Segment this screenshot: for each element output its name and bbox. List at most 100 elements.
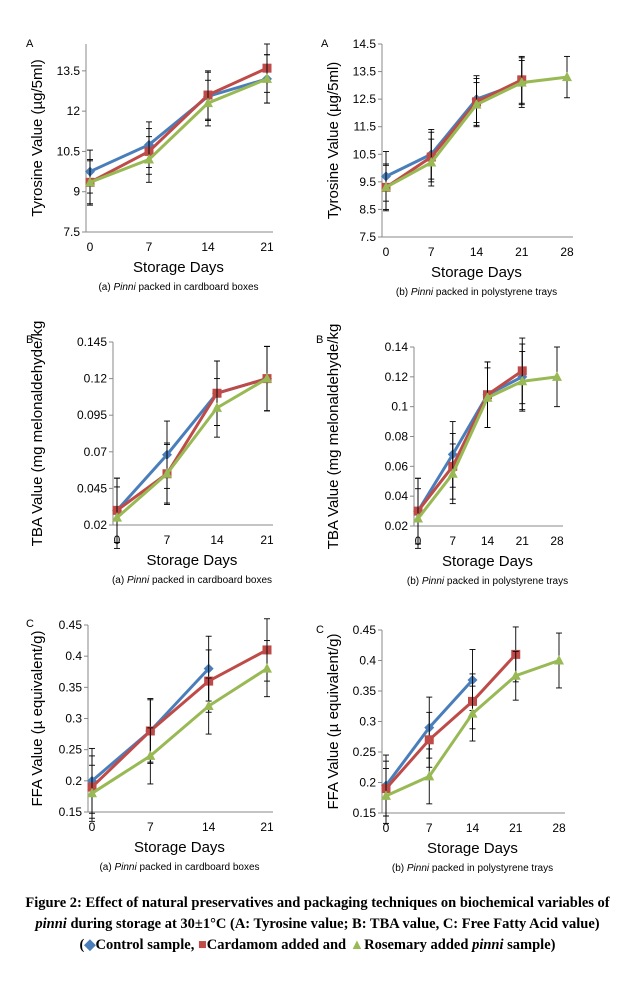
- rosemary-point: [554, 655, 564, 665]
- y-axis-label: FFA Value (µ equivalent/g): [29, 631, 46, 807]
- x-tick-label: 21: [509, 821, 523, 835]
- rosemary-point: [144, 153, 154, 164]
- rosemary-point: [112, 512, 122, 522]
- y-axis-label: Tyrosine Value (µg/5ml): [29, 59, 46, 217]
- y-tick-label: 14.5: [353, 37, 377, 51]
- x-tick-label: 0: [383, 245, 390, 259]
- y-tick-label: 0.2: [359, 776, 376, 790]
- subtitle-prefix: (b): [407, 576, 422, 587]
- caption-text-3: sample): [503, 937, 556, 953]
- y-tick-label: 0.14: [385, 340, 409, 354]
- y-tick-label: 11.5: [354, 120, 377, 134]
- y-tick-label: 0.3: [65, 712, 82, 726]
- rosemary-point: [212, 402, 222, 412]
- x-tick-label: 7: [428, 245, 435, 259]
- rosemary-point: [471, 99, 482, 109]
- control-line: [89, 77, 268, 173]
- y-tick-label: 9: [73, 185, 80, 199]
- rosemary-point: [552, 371, 562, 381]
- y-tick-label: 10.5: [353, 147, 377, 161]
- rosemary-point: [262, 373, 272, 383]
- subtitle-em: Pinni: [411, 287, 434, 298]
- panel-letter: A: [321, 38, 329, 50]
- panel-subtitle: (a) Pinni packed in cardboard boxes: [98, 282, 258, 293]
- x-tick-label: 21: [516, 534, 530, 548]
- subtitle-prefix: (b): [392, 863, 407, 874]
- x-tick-label: 7: [449, 534, 456, 548]
- y-tick-label: 0.12: [385, 370, 409, 384]
- panel-letter: C: [26, 618, 34, 630]
- subtitle-prefix: (a): [98, 282, 113, 293]
- y-axis-label: TBA Value (mg melonaldehyde/kg: [325, 324, 342, 550]
- x-tick-label: 14: [466, 821, 480, 835]
- cardamom-line: [89, 66, 268, 184]
- x-tick-label: 7: [426, 821, 433, 835]
- panel-letter: B: [26, 334, 33, 346]
- rosemary-point: [87, 787, 97, 798]
- triangle-icon: ▲: [349, 937, 365, 953]
- panel-subtitle: (b) Pinni packed in polystyrene trays: [392, 863, 553, 874]
- cardamom-line: [90, 648, 268, 789]
- x-tick-label: 21: [515, 245, 529, 259]
- rosemary-point: [562, 71, 572, 82]
- y-tick-label: 13.5: [57, 64, 81, 78]
- rosemary-point: [145, 750, 156, 760]
- rosemary-point: [381, 790, 391, 800]
- y-tick-label: 0.045: [77, 481, 107, 495]
- subtitle-suffix: packed in cardboard boxes: [149, 575, 272, 586]
- x-tick-label: 7: [164, 533, 171, 547]
- subtitle-prefix: (a): [112, 575, 127, 586]
- x-tick-label: 21: [260, 820, 274, 834]
- y-tick-label: 0.06: [385, 459, 409, 473]
- panel-letter: B: [316, 334, 323, 346]
- panel-letter: C: [316, 624, 324, 636]
- y-tick-label: 0.45: [353, 623, 377, 637]
- y-tick-label: 0.2: [65, 774, 82, 788]
- cardamom-line: [116, 377, 268, 512]
- x-tick-label: 7: [146, 240, 153, 254]
- subtitle-em: Pinni: [422, 576, 445, 587]
- x-tick-label: 28: [560, 245, 574, 259]
- rosemary-point: [426, 157, 437, 167]
- y-axis-label: TBA Value (mg melonaldehyde/kg: [29, 321, 46, 547]
- y-tick-label: 7.5: [63, 225, 80, 239]
- y-axis-label: Tyrosine Value (µg/5ml): [325, 62, 342, 220]
- rosemary-point: [413, 513, 423, 523]
- cardamom-line: [384, 653, 517, 790]
- x-axis-label: Storage Days: [431, 264, 522, 281]
- caption-text-2: during storage at 30±1°C (A: Tyrosine va…: [66, 916, 600, 953]
- rosemary-point: [203, 700, 214, 711]
- figure-panels: 7.5 9 10.5 12 13.5 0 7 14 21 A Storage Days Tyrosin…: [26, 37, 574, 874]
- caption-legend-rosemary: Rosemary added: [364, 937, 473, 953]
- y-tick-label: 0.35: [59, 680, 83, 694]
- figure-caption: Figure 2: Effect of natural preservative…: [10, 893, 625, 956]
- chart-panel: 0.020.040.060.080.10.120.1407142128BStor…: [316, 324, 568, 587]
- y-tick-label: 12: [67, 104, 81, 118]
- subtitle-em: Pinni: [127, 575, 150, 586]
- y-tick-label: 0.12: [84, 372, 108, 386]
- y-tick-label: 13.5: [353, 65, 377, 79]
- y-tick-label: 0.08: [385, 430, 409, 444]
- y-tick-label: 0.35: [353, 684, 377, 698]
- cardamom-line: [416, 369, 524, 513]
- y-tick-label: 0.02: [385, 519, 409, 533]
- chart-panel: 0.020.0450.070.0950.120.145071421BStorag…: [26, 321, 274, 586]
- rosemary-point: [203, 97, 213, 108]
- x-tick-label: 14: [202, 820, 216, 834]
- y-tick-label: 0.4: [359, 654, 376, 668]
- panel-letter: A: [26, 38, 34, 50]
- subtitle-em: Pinni: [114, 862, 137, 873]
- chart-panel: 7.5 8.5 9.5 10.5 11.5 12.5 13.5 14.5 0 7 14 21 28 A St…: [321, 37, 574, 298]
- y-tick-label: 0.04: [385, 489, 409, 503]
- y-tick-label: 12.5: [353, 92, 377, 106]
- rosemary-line: [116, 377, 268, 519]
- y-tick-label: 0.095: [77, 408, 107, 422]
- x-tick-label: 14: [470, 245, 484, 259]
- y-tick-label: 0.15: [59, 805, 83, 819]
- y-tick-label: 0.02: [84, 518, 108, 532]
- y-tick-label: 0.15: [353, 806, 377, 820]
- x-tick-label: 14: [201, 240, 215, 254]
- control-line: [416, 375, 523, 512]
- y-tick-label: 0.1: [391, 400, 408, 414]
- y-tick-label: 7.5: [359, 230, 376, 244]
